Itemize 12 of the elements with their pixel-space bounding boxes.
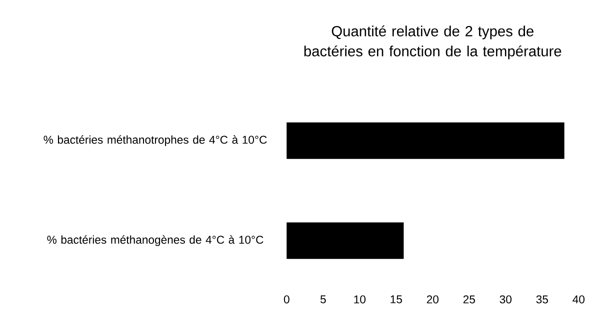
x-tick-label: 40 bbox=[572, 295, 585, 304]
chart-title: Quantité relative de 2 types de bactéries en fonction de la température bbox=[304, 25, 562, 60]
x-tick-label: 0 bbox=[284, 295, 290, 304]
x-tick-label: 20 bbox=[426, 295, 439, 304]
y-tick-label: % bactéries méthanotrophes de 4°C à 10°C bbox=[44, 135, 267, 146]
y-tick-label: % bactéries méthanogènes de 4°C à 10°C bbox=[47, 235, 264, 246]
x-tick-label: 15 bbox=[390, 295, 402, 304]
x-tick-label: 10 bbox=[354, 295, 366, 304]
x-tick-label: 25 bbox=[463, 295, 475, 304]
x-tick-label: 35 bbox=[536, 295, 548, 304]
x-tick-label: 5 bbox=[320, 295, 326, 304]
x-tick-label: 30 bbox=[500, 295, 512, 304]
